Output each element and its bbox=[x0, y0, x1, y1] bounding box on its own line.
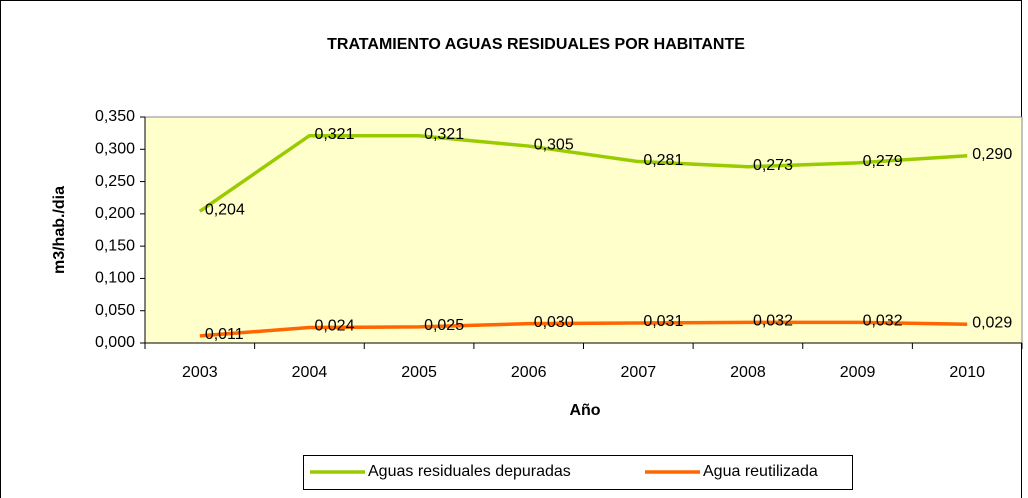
legend bbox=[303, 455, 853, 490]
y-tick-label: 0,100 bbox=[95, 270, 135, 287]
plot-area bbox=[144, 116, 1023, 344]
x-tick-label: 2007 bbox=[621, 364, 657, 381]
data-label: 0,321 bbox=[424, 126, 464, 143]
x-tick-label: 2009 bbox=[840, 364, 876, 381]
y-tick-label: 0,150 bbox=[95, 237, 135, 254]
series-line bbox=[198, 133, 968, 213]
legend-label: Agua reutilizada bbox=[703, 463, 818, 480]
y-tick-label: 0,300 bbox=[95, 141, 135, 158]
x-tick-label: 2003 bbox=[182, 364, 218, 381]
chart-title: TRATAMIENTO AGUAS RESIDUALES POR HABITAN… bbox=[327, 36, 745, 53]
x-tick-label: 2005 bbox=[401, 364, 437, 381]
y-tick-label: 0,250 bbox=[95, 173, 135, 190]
y-tick-label: 0,000 bbox=[95, 334, 135, 351]
x-tick-label: 2010 bbox=[949, 364, 985, 381]
y-tick-label: 0,350 bbox=[95, 108, 135, 125]
x-tick-label: 2006 bbox=[511, 364, 547, 381]
data-label: 0,030 bbox=[534, 314, 574, 331]
y-tick-label: 0,050 bbox=[95, 302, 135, 319]
data-label: 0,273 bbox=[753, 157, 793, 174]
data-label: 0,029 bbox=[972, 314, 1012, 331]
data-label: 0,031 bbox=[643, 313, 683, 330]
y-axis-label: m3/hab./dia bbox=[51, 186, 68, 274]
data-label: 0,321 bbox=[314, 126, 354, 143]
data-label: 0,011 bbox=[205, 326, 244, 343]
series-line bbox=[199, 320, 968, 338]
x-tick-label: 2004 bbox=[292, 364, 328, 381]
data-label: 0,032 bbox=[863, 313, 903, 330]
data-label: 0,290 bbox=[972, 146, 1012, 163]
x-axis-label: Año bbox=[569, 402, 600, 419]
y-tick-label: 0,200 bbox=[95, 205, 135, 222]
legend-label: Aguas residuales depuradas bbox=[368, 463, 571, 480]
data-label: 0,024 bbox=[314, 318, 354, 335]
x-tick-label: 2008 bbox=[730, 364, 766, 381]
data-label: 0,204 bbox=[205, 201, 245, 218]
data-label: 0,279 bbox=[863, 153, 903, 170]
data-label: 0,281 bbox=[643, 152, 683, 169]
data-label: 0,025 bbox=[424, 317, 464, 334]
plot-content: 0,204 0,321 0,321 0,305 0,281 0,273 0,279 0,290… bbox=[198, 126, 1012, 343]
data-label: 0,032 bbox=[753, 313, 793, 330]
data-label: 0,305 bbox=[534, 136, 574, 153]
